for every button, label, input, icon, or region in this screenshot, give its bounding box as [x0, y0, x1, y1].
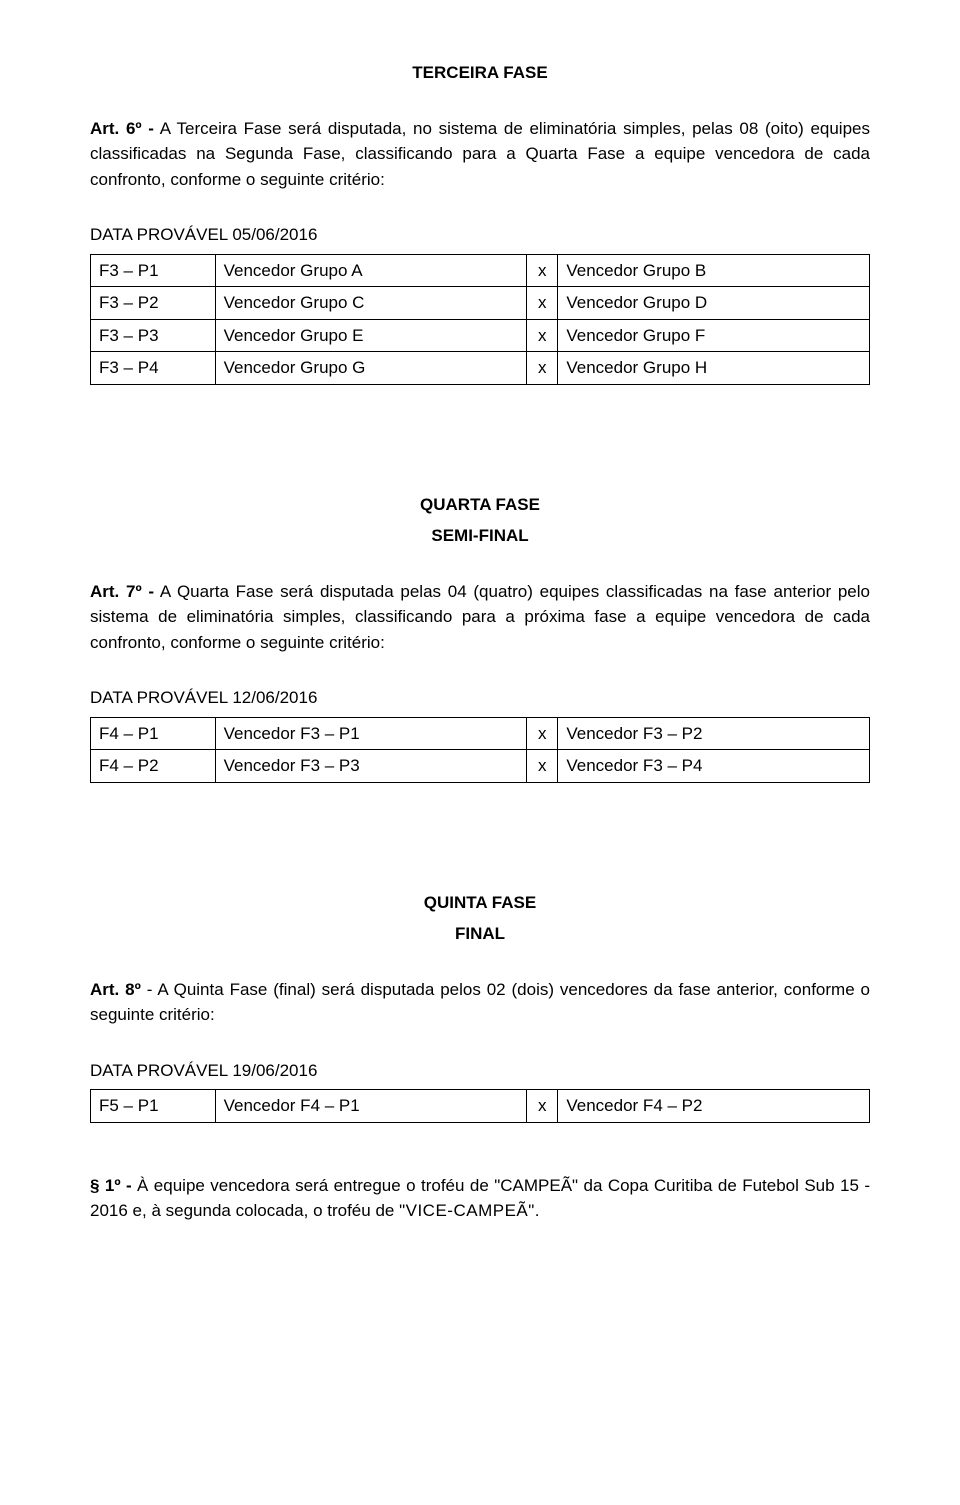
- row-left: Vencedor Grupo A: [215, 254, 527, 287]
- fase3-article: Art. 6º - A Terceira Fase será disputada…: [90, 116, 870, 193]
- fase5-art-text: - A Quinta Fase (final) será disputada p…: [90, 980, 870, 1025]
- row-left: Vencedor F4 – P1: [215, 1090, 527, 1123]
- fase4-art-text: A Quarta Fase será disputada pelas 04 (q…: [90, 582, 870, 652]
- row-code: F4 – P1: [91, 717, 216, 750]
- fase3-title: TERCEIRA FASE: [90, 60, 870, 86]
- table-row: F3 – P4 Vencedor Grupo G x Vencedor Grup…: [91, 352, 870, 385]
- fase4-date: DATA PROVÁVEL 12/06/2016: [90, 685, 870, 711]
- row-right: Vencedor Grupo D: [558, 287, 870, 320]
- fase3-date: DATA PROVÁVEL 05/06/2016: [90, 222, 870, 248]
- fase4-title1: QUARTA FASE: [90, 492, 870, 518]
- fase4-art-label: Art. 7º -: [90, 582, 154, 601]
- fase4-table: F4 – P1 Vencedor F3 – P1 x Vencedor F3 –…: [90, 717, 870, 783]
- fase5-date: DATA PROVÁVEL 19/06/2016: [90, 1058, 870, 1084]
- row-x: x: [527, 1090, 558, 1123]
- row-x: x: [527, 319, 558, 352]
- table-row: F3 – P3 Vencedor Grupo E x Vencedor Grup…: [91, 319, 870, 352]
- footer-paragraph: § 1º - À equipe vencedora será entregue …: [90, 1173, 870, 1224]
- row-code: F4 – P2: [91, 750, 216, 783]
- fase4-title2: SEMI-FINAL: [90, 523, 870, 549]
- row-right: Vencedor F4 – P2: [558, 1090, 870, 1123]
- fase5-title1: QUINTA FASE: [90, 890, 870, 916]
- footer-text-b: "VICE-CAMPEÃ".: [399, 1201, 540, 1220]
- row-x: x: [527, 717, 558, 750]
- table-row: F5 – P1 Vencedor F4 – P1 x Vencedor F4 –…: [91, 1090, 870, 1123]
- fase5-article: Art. 8º - A Quinta Fase (final) será dis…: [90, 977, 870, 1028]
- row-x: x: [527, 352, 558, 385]
- row-right: Vencedor Grupo H: [558, 352, 870, 385]
- row-right: Vencedor Grupo F: [558, 319, 870, 352]
- footer-par-label: § 1º -: [90, 1176, 137, 1195]
- row-code: F5 – P1: [91, 1090, 216, 1123]
- table-row: F4 – P2 Vencedor F3 – P3 x Vencedor F3 –…: [91, 750, 870, 783]
- table-row: F4 – P1 Vencedor F3 – P1 x Vencedor F3 –…: [91, 717, 870, 750]
- row-x: x: [527, 287, 558, 320]
- fase3-art-text: A Terceira Fase será disputada, no siste…: [90, 119, 870, 189]
- row-code: F3 – P1: [91, 254, 216, 287]
- row-left: Vencedor F3 – P1: [215, 717, 527, 750]
- fase5-art-label: Art. 8º: [90, 980, 141, 999]
- fase5-title2: FINAL: [90, 921, 870, 947]
- row-right: Vencedor F3 – P2: [558, 717, 870, 750]
- row-left: Vencedor F3 – P3: [215, 750, 527, 783]
- fase5-table: F5 – P1 Vencedor F4 – P1 x Vencedor F4 –…: [90, 1089, 870, 1123]
- table-row: F3 – P2 Vencedor Grupo C x Vencedor Grup…: [91, 287, 870, 320]
- row-left: Vencedor Grupo E: [215, 319, 527, 352]
- row-code: F3 – P4: [91, 352, 216, 385]
- row-right: Vencedor Grupo B: [558, 254, 870, 287]
- row-right: Vencedor F3 – P4: [558, 750, 870, 783]
- fase3-art-label: Art. 6º -: [90, 119, 154, 138]
- fase4-article: Art. 7º - A Quarta Fase será disputada p…: [90, 579, 870, 656]
- row-left: Vencedor Grupo C: [215, 287, 527, 320]
- table-row: F3 – P1 Vencedor Grupo A x Vencedor Grup…: [91, 254, 870, 287]
- row-x: x: [527, 254, 558, 287]
- row-left: Vencedor Grupo G: [215, 352, 527, 385]
- row-code: F3 – P3: [91, 319, 216, 352]
- row-code: F3 – P2: [91, 287, 216, 320]
- fase3-table: F3 – P1 Vencedor Grupo A x Vencedor Grup…: [90, 254, 870, 385]
- row-x: x: [527, 750, 558, 783]
